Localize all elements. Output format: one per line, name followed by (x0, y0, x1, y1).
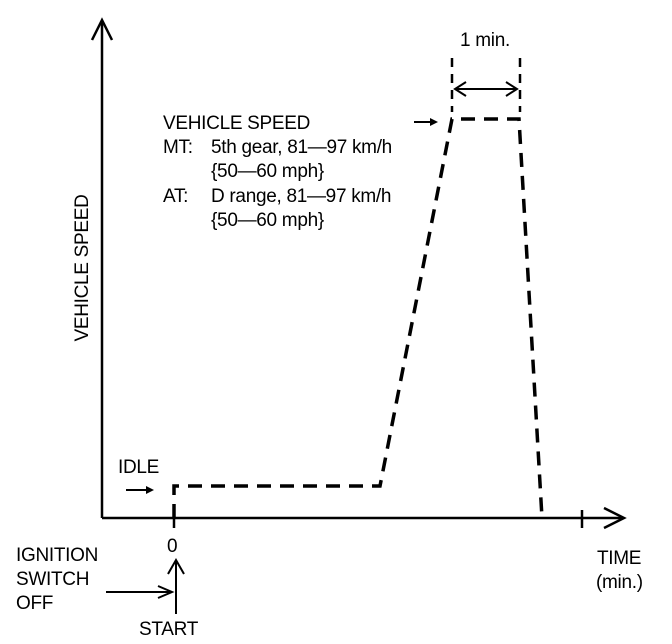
speed-pointer-arrowhead (430, 118, 438, 126)
idle-pointer-arrowhead (146, 486, 154, 494)
duration-arrowhead-left (453, 81, 467, 97)
at-prefix: AT: (163, 186, 189, 207)
x-axis-unit-label: (min.) (596, 572, 643, 593)
duration-label: 1 min. (460, 30, 510, 51)
y-axis-label: VEHICLE SPEED (72, 194, 93, 342)
ignition-label-line3: OFF (16, 593, 54, 614)
speed-note-title: VEHICLE SPEED (163, 113, 311, 134)
ignition-label-line1: IGNITION (16, 545, 99, 566)
origin-label: 0 (167, 536, 178, 557)
x-axis-label: TIME (597, 548, 642, 569)
ignition-label-line2: SWITCH (16, 569, 90, 590)
at-line1: D range, 81—97 km/h (211, 186, 392, 207)
x-axis-arrowhead (603, 506, 627, 530)
mt-line1: 5th gear, 81—97 km/h (211, 137, 392, 158)
start-arrowhead (167, 557, 185, 575)
speed-profile-line (172, 117, 544, 519)
at-line2: {50—60 mph} (211, 210, 324, 231)
start-label: START (139, 619, 199, 640)
mt-prefix: MT: (163, 137, 193, 158)
idle-label: IDLE (118, 457, 160, 478)
mt-line2: {50—60 mph} (211, 161, 324, 182)
ignition-off-arrowhead (157, 585, 175, 599)
y-axis-arrowhead (90, 17, 114, 41)
duration-arrowhead-right (505, 81, 519, 97)
